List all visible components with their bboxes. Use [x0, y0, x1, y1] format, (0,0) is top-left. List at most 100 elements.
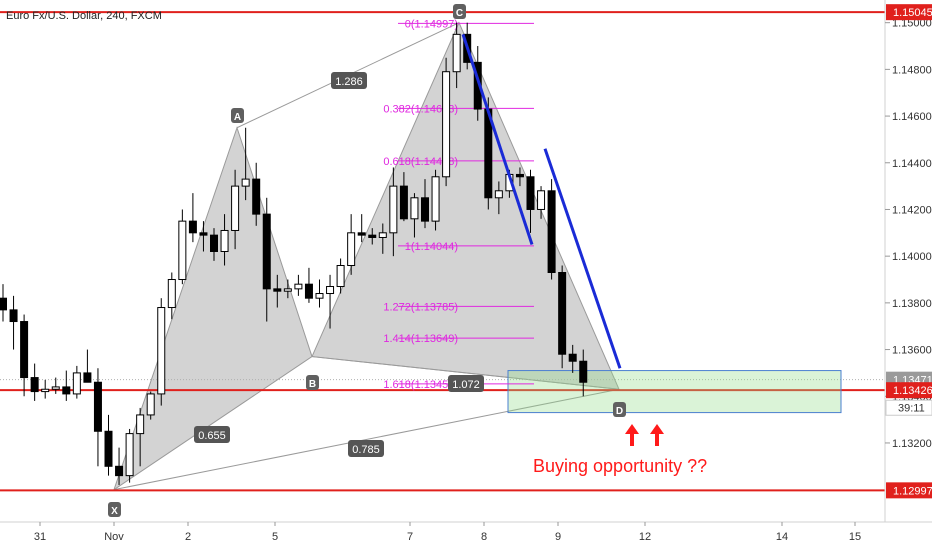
trend-lines [461, 33, 622, 369]
pattern-point-label: B [309, 379, 316, 390]
x-tick-label: 9 [555, 531, 561, 543]
price-badge: 1.12997 [886, 482, 932, 499]
candle-body [537, 190, 546, 210]
pattern-point-a: A [231, 108, 244, 123]
price-badge-bg [886, 4, 932, 21]
pattern-point-x: X [108, 502, 121, 517]
candle-body [146, 393, 155, 416]
trend-line [543, 148, 622, 369]
candle-body [20, 321, 29, 379]
ratio-badge-bg [348, 440, 384, 457]
candle-body [178, 220, 187, 281]
candle-body [547, 190, 556, 274]
candle-body [410, 197, 419, 220]
pattern-point-label: D [616, 406, 623, 417]
x-tick-label: 5 [272, 531, 278, 543]
up-arrow-icon [650, 424, 664, 446]
fibonacci-levels: 0(1.14997) 0.382(1.14633) 0.618(1.14408) 1(… [383, 18, 534, 391]
arrow-shaft [655, 433, 659, 446]
pattern-point-bg [306, 375, 319, 390]
candle-body [315, 293, 324, 299]
y-tick-label: 1.14000 [892, 251, 932, 263]
pattern-point-d: D [613, 402, 626, 417]
x-tick-label: 15 [849, 531, 861, 543]
candle-body [9, 309, 18, 323]
candle-body [136, 414, 145, 435]
price-badge-bg [886, 382, 932, 399]
y-tick-label: 1.14200 [892, 204, 932, 216]
candle-body [51, 386, 60, 390]
y-tick-label: 1.14600 [892, 111, 932, 123]
candle-body [494, 190, 503, 199]
ratio-badge-text: 0.655 [198, 430, 226, 442]
pattern-triangle-xab [113, 126, 313, 491]
candle-body [252, 178, 261, 215]
arrow-shaft [630, 433, 634, 446]
candle-body [442, 71, 451, 178]
y-tick-label: 1.14400 [892, 158, 932, 170]
target-zone-box [507, 370, 842, 414]
fib-level-label: 1.272(1.13785) [383, 301, 458, 313]
chart-title: Euro Fx/U.S. Dollar, 240, FXCM [6, 10, 162, 22]
candle-body [515, 173, 524, 178]
pattern-point-bg [231, 108, 244, 123]
candle-body [93, 381, 102, 432]
ratio-badge: 0.655 [194, 426, 230, 443]
candle-body [41, 388, 50, 393]
candle-body [399, 185, 408, 220]
ratio-badge: 1.286 [331, 72, 367, 89]
arrows [625, 424, 664, 446]
x-tick-label: Nov [104, 531, 124, 543]
pattern-point-bg [613, 402, 626, 417]
ratio-badge-text: 1.072 [452, 379, 480, 391]
ratio-badge-bg [331, 72, 367, 89]
time-axis[interactable]: 31 Nov 2 5 7 8 9 12 14 15 [0, 521, 932, 543]
candle-body [347, 232, 356, 267]
candle-body [72, 372, 81, 395]
trend-line [461, 33, 534, 245]
candle-body [294, 283, 303, 290]
fib-level-label: 0.618(1.14408) [383, 156, 458, 168]
ratio-badge: 0.785 [348, 440, 384, 457]
candle-body [526, 176, 535, 210]
ratio-badge-text: 0.785 [352, 444, 380, 456]
annotation-text: Buying opportunity ?? [533, 456, 707, 476]
ratio-badge-bg [448, 375, 484, 392]
pattern-point-label: A [234, 112, 241, 123]
fib-level-label: 1.618(1.13453) [383, 379, 458, 391]
pattern-point-b: B [306, 375, 319, 390]
candle-body [125, 433, 134, 477]
candle-body [568, 353, 577, 362]
x-tick-label: 12 [639, 531, 651, 543]
candle-body [421, 197, 429, 222]
candle-body [579, 360, 588, 383]
candle-body [220, 229, 229, 252]
pattern-point-label: X [111, 506, 118, 517]
price-badge: 1.15045 [886, 4, 932, 21]
candle-body [262, 213, 271, 290]
ratio-badge: 1.072 [448, 375, 484, 392]
y-tick-label: 1.13800 [892, 298, 932, 310]
arrow-head [650, 424, 664, 434]
ratio-badge-text: 1.286 [335, 76, 363, 88]
fib-level-label: 0(1.14997) [405, 18, 458, 30]
price-badge-text: 1.15045 [893, 7, 932, 19]
x-tick-label: 8 [481, 531, 487, 543]
horizontal-lines [0, 11, 885, 492]
candle-body [452, 33, 461, 73]
pattern-line-xd [113, 388, 620, 491]
candle-body [558, 272, 567, 355]
candle-body [378, 232, 387, 238]
x-tick-label: 14 [776, 531, 788, 543]
y-tick-label: 1.13600 [892, 345, 932, 357]
arrow-head [625, 424, 639, 434]
candle-body [241, 178, 250, 187]
price-badge-bg [886, 482, 932, 499]
price-axis[interactable]: 1.132001.134001.136001.138001.140001.142… [884, 0, 932, 522]
x-tick-label: 7 [407, 531, 413, 543]
fib-level-label: 1.414(1.13649) [383, 333, 458, 345]
pattern-point-label: C [456, 8, 463, 19]
candle-body [231, 185, 240, 231]
fib-level-label: 1(1.14044) [405, 241, 458, 253]
